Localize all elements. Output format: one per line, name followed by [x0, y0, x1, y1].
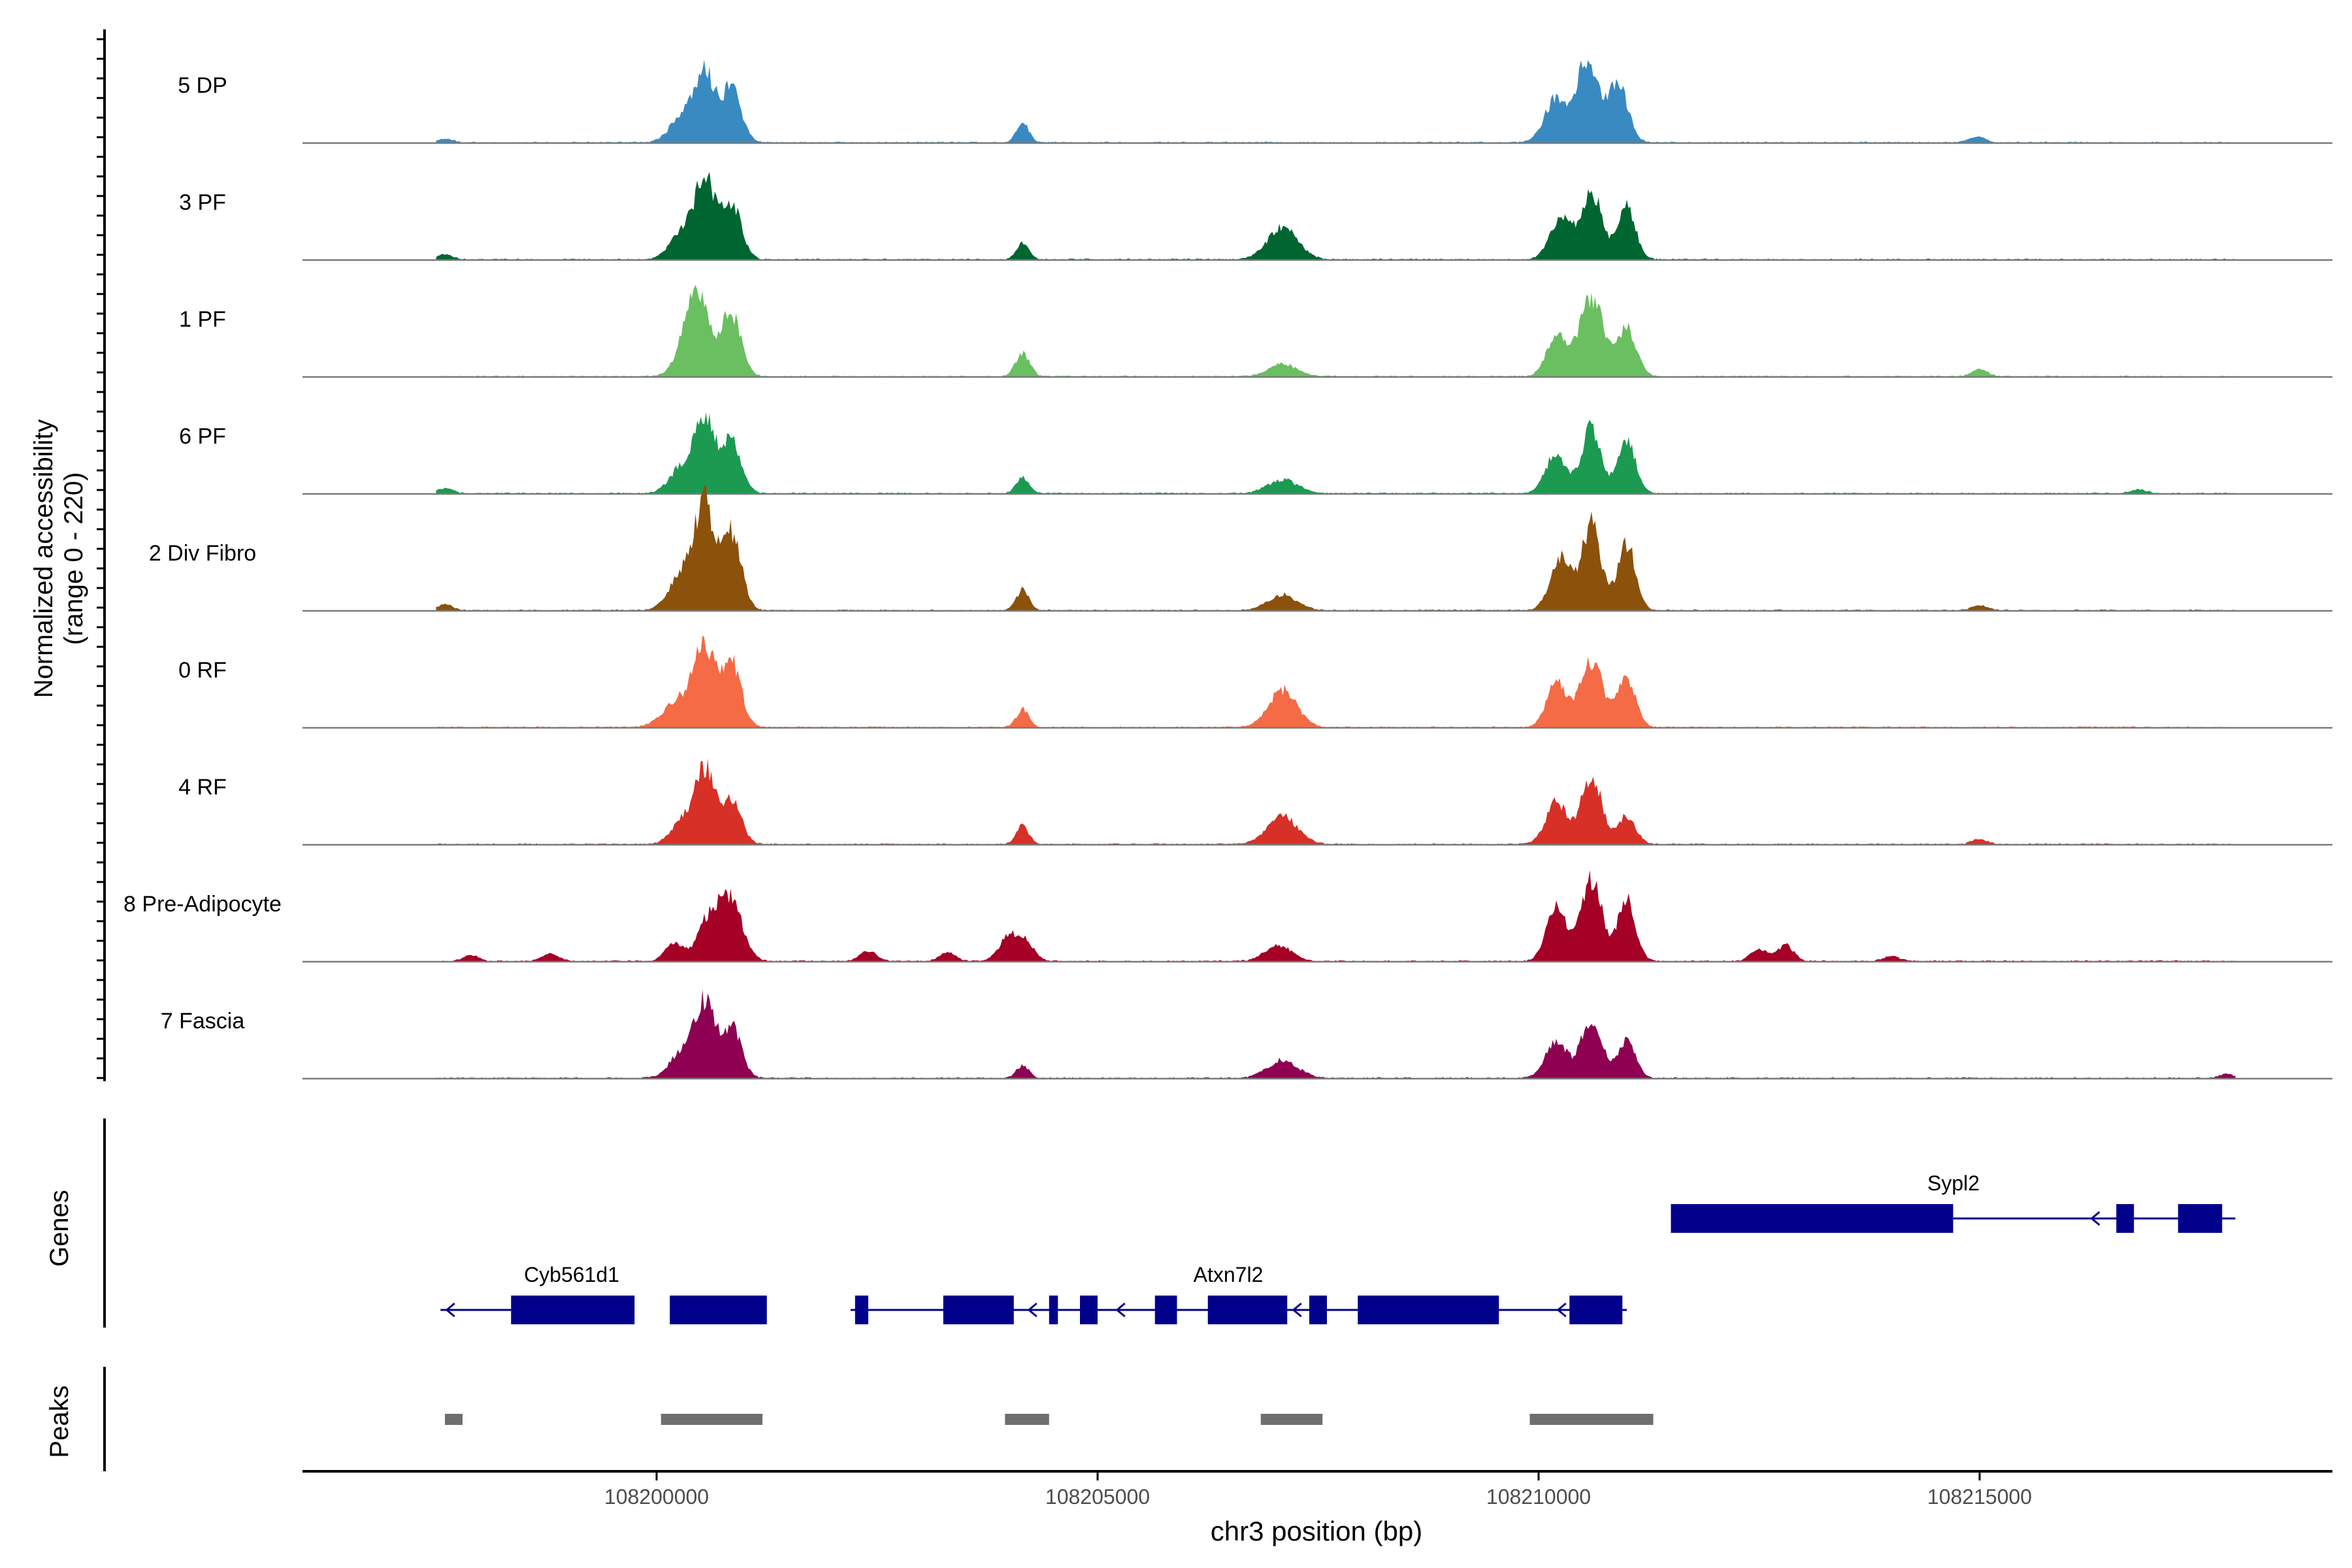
coverage-area [436, 635, 2236, 728]
strand-arrow [445, 1302, 455, 1318]
x-tick-label: 108215000 [1927, 1485, 2032, 1509]
coverage-area [436, 412, 2236, 494]
gene-exon [855, 1296, 868, 1324]
gene-exon [1671, 1204, 1953, 1233]
gene-exon [943, 1296, 1014, 1324]
gene-exon [2178, 1204, 2223, 1233]
gene-exon [670, 1296, 710, 1324]
track-label: 6 PF [179, 424, 226, 449]
gene-exon [1309, 1296, 1327, 1324]
track-label: 4 RF [178, 775, 227, 800]
peaks-panel-label: Peaks [45, 1385, 74, 1458]
gene-exon [1358, 1296, 1499, 1324]
peaks-panel [103, 1367, 1654, 1471]
track-label: 2 Div Fibro [149, 541, 256, 566]
coverage-area [436, 759, 2236, 845]
coverage-area [436, 484, 2236, 611]
y-axis-label-line2: (range 0 - 220) [59, 472, 88, 645]
x-tick-label: 108205000 [1045, 1485, 1150, 1509]
peak-region [661, 1414, 762, 1425]
gene-exon [1080, 1296, 1098, 1324]
gene-exon [710, 1296, 767, 1324]
track-label: 5 DP [178, 73, 227, 98]
coverage-area [436, 59, 2236, 143]
peak-region [1260, 1414, 1323, 1425]
x-tick-label: 108210000 [1486, 1485, 1591, 1509]
x-tick-label: 108200000 [604, 1485, 709, 1509]
strand-arrow [2090, 1211, 2100, 1226]
coverage-area [436, 285, 2236, 377]
coverage-area [436, 989, 2236, 1079]
gene-exon [1569, 1296, 1623, 1324]
coverage-area [436, 171, 2236, 260]
track-label: 8 Pre-Adipocyte [123, 892, 282, 917]
gene-exon [2116, 1204, 2134, 1233]
gene-exon [1049, 1296, 1058, 1324]
gene-exon [1207, 1296, 1288, 1324]
strand-arrow [1115, 1302, 1126, 1318]
gene-exon [511, 1296, 635, 1324]
track-label: 1 PF [179, 307, 226, 332]
coverage-area [436, 870, 2236, 962]
peak-region [445, 1414, 463, 1425]
strand-arrow [1931, 1211, 1942, 1226]
gene-name-label: Cyb561d1 [524, 1263, 619, 1286]
coverage-tracks: 5 DP 3 PF 1 PF 6 PF 2 Div Fibro 0 RF 4 RF 8 Pre… [97, 29, 2332, 1081]
track-label: 3 PF [179, 190, 226, 215]
strand-arrow [1027, 1302, 1037, 1318]
genes-panel-label: Genes [45, 1190, 74, 1267]
peak-region [1529, 1414, 1654, 1425]
gene-exon [1154, 1296, 1177, 1324]
x-axis: 108200000 108205000 108210000 108215000 [302, 1470, 2332, 1509]
strand-arrow [1292, 1302, 1302, 1318]
x-axis-title: chr3 position (bp) [1211, 1516, 1423, 1546]
track-label: 7 Fascia [161, 1009, 245, 1034]
gene-name-label: Atxn7l2 [1194, 1263, 1264, 1286]
track-label: 0 RF [178, 658, 227, 683]
genes-panel: Sypl2 Cyb561d1 Atxn7l2 [103, 1119, 2236, 1328]
peak-region [1005, 1414, 1049, 1425]
y-axis-label-line1: Normalized accessibility [29, 419, 58, 698]
strand-arrow [1556, 1302, 1567, 1318]
gene-name-label: Sypl2 [1927, 1171, 1980, 1195]
